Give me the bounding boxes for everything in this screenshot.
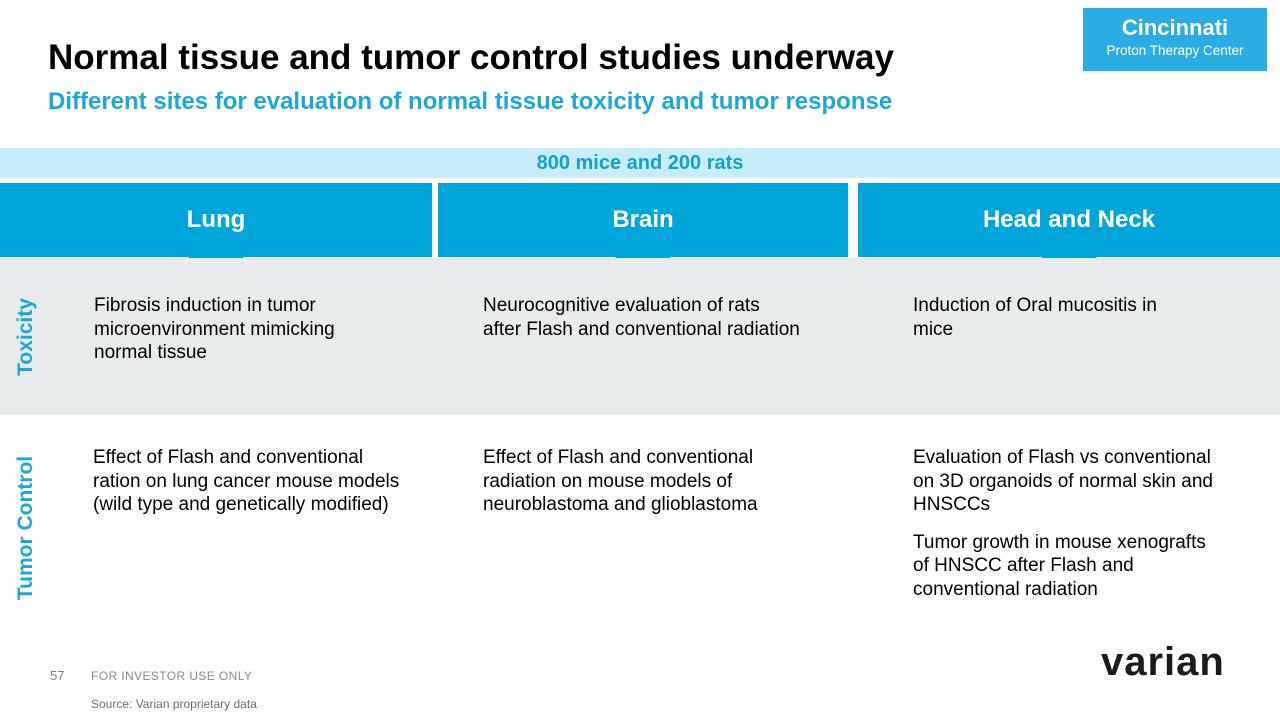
tumor-control-head-and-neck-paragraph-1: Evaluation of Flash vs conventional on 3… bbox=[913, 447, 1213, 515]
tumor-control-head-and-neck-paragraph-2: Tumor growth in mouse xenografts of HNSC… bbox=[913, 531, 1206, 600]
cincinnati-logo-subtitle: Proton Therapy Center bbox=[1106, 43, 1244, 58]
row-label-tumor-control-text: Tumor Control bbox=[14, 455, 38, 601]
slide-title: Normal tissue and tumor control studies … bbox=[48, 38, 894, 77]
column-header-brain: Brain bbox=[438, 183, 848, 278]
toxicity-cell-lung: Fibrosis induction in tumor microenviron… bbox=[94, 295, 335, 363]
slide-subtitle: Different sites for evaluation of normal… bbox=[48, 88, 893, 115]
source-text: Source: Varian proprietary data bbox=[91, 697, 257, 711]
tumor-control-brain-paragraph: Effect of Flash and conventional radiati… bbox=[483, 447, 758, 515]
classification-text: FOR INVESTOR USE ONLY bbox=[91, 669, 253, 683]
toxicity-row-background bbox=[0, 258, 1280, 415]
column-header-head-and-neck-label: Head and Neck bbox=[982, 206, 1156, 233]
cincinnati-proton-therapy-center-logo: Cincinnati Proton Therapy Center bbox=[1083, 8, 1267, 71]
row-label-toxicity-text: Toxicity bbox=[14, 297, 38, 376]
toxicity-cell-head-and-neck: Induction of Oral mucositis in mice bbox=[913, 295, 1157, 340]
row-label-toxicity: Toxicity bbox=[0, 258, 52, 415]
row-label-tumor-control: Tumor Control bbox=[0, 438, 52, 618]
tumor-control-cell-head-and-neck: Evaluation of Flash vs conventional on 3… bbox=[913, 446, 1218, 601]
toxicity-cell-brain: Neurocognitive evaluation of rats after … bbox=[483, 295, 800, 340]
tumor-control-lung-paragraph: Effect of Flash and conventional ration … bbox=[93, 447, 400, 515]
sample-size-banner: 800 mice and 200 rats bbox=[0, 148, 1280, 178]
varian-logo: varian bbox=[1101, 640, 1225, 684]
column-header-brain-label: Brain bbox=[612, 206, 674, 233]
column-header-lung-label: Lung bbox=[186, 206, 246, 233]
cincinnati-logo-title: Cincinnati bbox=[1121, 15, 1229, 40]
sample-size-banner-text: 800 mice and 200 rats bbox=[536, 152, 744, 174]
page-number: 57 bbox=[50, 668, 65, 683]
tumor-control-cell-brain: Effect of Flash and conventional radiati… bbox=[483, 446, 798, 517]
tumor-control-cell-lung: Effect of Flash and conventional ration … bbox=[93, 446, 408, 517]
column-header-head-and-neck: Head and Neck bbox=[858, 183, 1280, 278]
column-header-lung: Lung bbox=[0, 183, 432, 278]
